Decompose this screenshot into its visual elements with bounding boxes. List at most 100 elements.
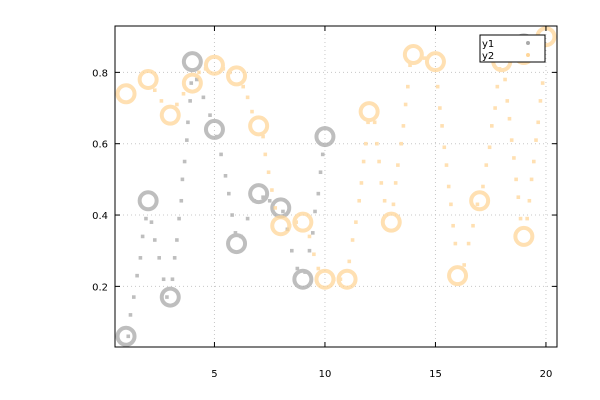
data-dot-y2 bbox=[263, 152, 268, 157]
data-dot-y2 bbox=[484, 163, 489, 167]
data-dot-y1 bbox=[135, 273, 139, 278]
series-layer bbox=[115, 26, 557, 347]
data-point-y2 bbox=[270, 215, 292, 237]
data-dot-y2 bbox=[175, 102, 179, 107]
data-dot-y1 bbox=[316, 191, 321, 196]
legend: y1 y2 bbox=[479, 34, 546, 63]
data-dot-y2 bbox=[307, 234, 312, 239]
data-dot-y2 bbox=[440, 124, 444, 128]
data-dot-y1 bbox=[223, 174, 228, 178]
data-dot-y2 bbox=[527, 198, 532, 203]
data-dot-y1 bbox=[126, 334, 131, 339]
data-dot-y2 bbox=[446, 184, 451, 189]
data-dot-y1 bbox=[144, 216, 148, 221]
data-dot-y2 bbox=[518, 216, 523, 221]
x-tick-label: 10 bbox=[319, 369, 332, 380]
data-dot-y2 bbox=[487, 145, 492, 150]
data-dot-y2 bbox=[435, 84, 440, 89]
x-tick-label: 20 bbox=[540, 369, 553, 380]
data-point-y2 bbox=[469, 190, 491, 212]
data-dot-y2 bbox=[241, 84, 245, 89]
data-point-y2 bbox=[513, 225, 535, 247]
data-dot-y2 bbox=[531, 159, 536, 164]
data-point-y2 bbox=[424, 51, 446, 73]
data-dot-y1 bbox=[310, 231, 315, 235]
y-tick-label: 0.4 bbox=[92, 211, 108, 222]
grid-lines bbox=[115, 26, 557, 347]
data-dot-y2 bbox=[350, 238, 355, 242]
data-dot-y2 bbox=[266, 170, 271, 175]
data-dot-y1 bbox=[180, 177, 185, 182]
data-dot-y2 bbox=[481, 184, 485, 189]
data-dot-y2 bbox=[261, 134, 265, 139]
data-dot-y1 bbox=[295, 266, 300, 271]
data-dot-y1 bbox=[172, 256, 177, 260]
data-dot-y2 bbox=[536, 120, 541, 125]
data-dot-y1 bbox=[281, 209, 285, 214]
data-point-y1 bbox=[115, 325, 137, 347]
legend-label-y1: y1 bbox=[482, 39, 494, 50]
data-point-y2 bbox=[336, 268, 358, 290]
data-point-y1 bbox=[159, 286, 181, 308]
data-dot-y2 bbox=[406, 84, 410, 89]
y-tick-label: 0.8 bbox=[92, 68, 108, 79]
data-dot-y1 bbox=[320, 152, 325, 157]
data-dot-y2 bbox=[422, 56, 427, 60]
data-dot-y1 bbox=[182, 159, 187, 164]
data-dot-y2 bbox=[250, 109, 254, 114]
data-dot-y2 bbox=[438, 106, 442, 110]
data-point-y1 bbox=[292, 268, 314, 290]
data-dot-y2 bbox=[495, 84, 500, 89]
x-tick-label: 15 bbox=[429, 369, 442, 380]
data-dot-y2 bbox=[525, 216, 529, 221]
data-dot-y1 bbox=[318, 170, 323, 175]
data-dot-y2 bbox=[354, 220, 358, 224]
data-point-y1 bbox=[137, 190, 159, 212]
data-dot-y2 bbox=[364, 141, 368, 146]
axis-ticks: 5 10 15 20 0.2 0.4 0.6 0.8 bbox=[92, 26, 557, 380]
data-point-y2 bbox=[358, 101, 380, 123]
data-point-y1 bbox=[203, 118, 225, 140]
data-dot-y2 bbox=[391, 202, 396, 207]
data-dot-y1 bbox=[131, 295, 136, 299]
data-point-y2 bbox=[203, 54, 225, 76]
legend-label-y2: y2 bbox=[482, 51, 494, 62]
data-dot-y1 bbox=[157, 256, 161, 260]
data-dot-y2 bbox=[514, 177, 518, 182]
data-dot-y2 bbox=[516, 195, 521, 199]
data-dot-y2 bbox=[197, 70, 201, 75]
data-dot-y1 bbox=[177, 216, 181, 221]
data-dot-y2 bbox=[471, 223, 475, 228]
data-point-y1 bbox=[226, 233, 248, 255]
data-dot-y1 bbox=[161, 277, 166, 282]
data-dot-y2 bbox=[401, 124, 406, 128]
data-dot-y2 bbox=[466, 241, 471, 246]
data-dot-y2 bbox=[512, 156, 516, 160]
data-dot-y2 bbox=[540, 81, 545, 85]
legend-box bbox=[479, 34, 546, 63]
data-dot-y2 bbox=[375, 141, 379, 146]
data-dot-y2 bbox=[449, 202, 453, 207]
data-dot-y1 bbox=[219, 152, 223, 157]
data-point-y2 bbox=[159, 104, 181, 126]
data-dot-y2 bbox=[372, 120, 377, 125]
data-dot-y1 bbox=[245, 216, 250, 221]
data-dot-y2 bbox=[396, 163, 400, 167]
data-dot-y1 bbox=[313, 209, 317, 214]
data-dot-y1 bbox=[186, 120, 190, 125]
data-dot-y2 bbox=[245, 95, 250, 100]
data-dot-y2 bbox=[493, 106, 497, 110]
legend-swatch-y2 bbox=[526, 53, 530, 57]
data-point-y1 bbox=[181, 51, 203, 73]
data-point-y1 bbox=[248, 183, 270, 205]
data-dot-y1 bbox=[307, 248, 312, 253]
data-dot-y1 bbox=[170, 277, 175, 282]
data-dot-y1 bbox=[188, 99, 192, 103]
data-dot-y1 bbox=[152, 238, 157, 242]
data-dot-y2 bbox=[382, 198, 387, 203]
data-dot-y1 bbox=[175, 238, 179, 242]
data-dot-y2 bbox=[359, 181, 364, 185]
y-tick-label: 0.2 bbox=[92, 282, 108, 293]
data-dot-y2 bbox=[462, 263, 466, 267]
